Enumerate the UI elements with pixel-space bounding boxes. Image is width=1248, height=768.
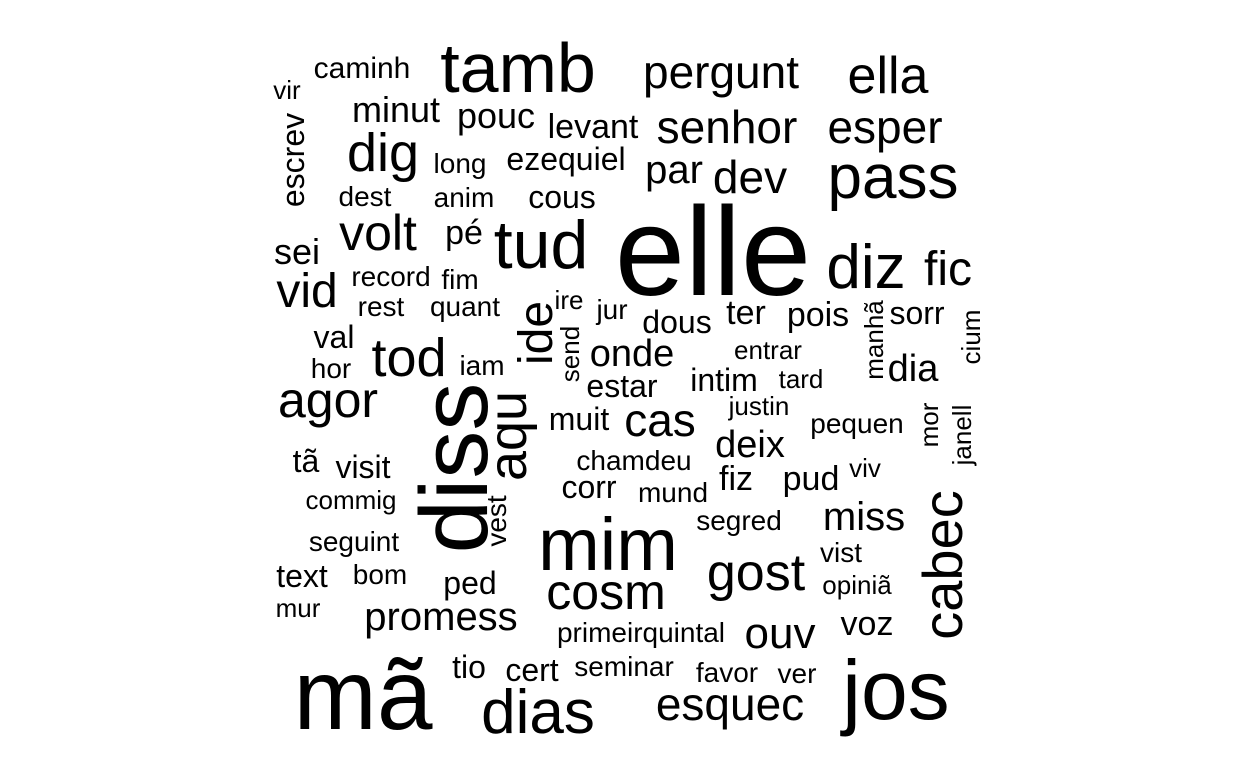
word-cloud-word: primeirquintal [556, 617, 726, 648]
word-cloud-word: mur [275, 593, 321, 623]
word-cloud-word: senhor [656, 101, 798, 153]
word-cloud-word: long [433, 148, 487, 179]
word-cloud-word: sei [273, 231, 321, 272]
word-cloud-word: intim [690, 362, 758, 398]
word-cloud-word: ter [726, 294, 766, 332]
word-cloud-word: cert [505, 652, 559, 688]
word-cloud-word: caminh [313, 52, 411, 85]
word-cloud-word: tamb [440, 29, 596, 107]
word-cloud-word: cium [956, 309, 986, 365]
word-cloud-word: dous [642, 304, 712, 340]
word-cloud-word: pouc [456, 95, 536, 136]
word-cloud-word: ver [777, 658, 817, 689]
word-cloud-word: commig [305, 485, 397, 515]
word-cloud-word: ezequiel [506, 141, 626, 177]
word-cloud-word: miss [822, 495, 906, 539]
word-cloud-word: pass [827, 143, 959, 212]
word-cloud-word: diz [826, 233, 906, 302]
word-cloud-word: seguint [308, 526, 400, 557]
word-cloud-word: levant [547, 108, 639, 146]
word-cloud-word: cous [528, 179, 596, 215]
word-cloud-word: hor [310, 353, 352, 384]
word-cloud-word: ped [443, 565, 497, 601]
word-cloud-word: tard [778, 364, 824, 394]
word-cloud-word: par [645, 148, 703, 192]
word-cloud-word: corr [561, 469, 617, 505]
word-cloud-word: mã [293, 639, 433, 751]
word-cloud-word: opiniã [822, 570, 892, 600]
word-cloud-word: jur [596, 294, 628, 325]
word-cloud-word: favor [695, 657, 759, 688]
word-cloud-word: minut [351, 89, 441, 130]
word-cloud-word: ire [554, 285, 584, 315]
word-cloud-word: estar [586, 368, 658, 404]
word-cloud-word: fim [441, 264, 479, 295]
word-cloud-word: mund [637, 477, 709, 508]
word-cloud-word: cas [624, 394, 696, 446]
word-cloud-word: visit [335, 449, 391, 485]
word-cloud-word: deix [715, 424, 785, 466]
word-cloud-word: cabec [911, 490, 974, 640]
word-cloud-word: manhã [859, 300, 889, 380]
word-cloud-word: vist [820, 537, 862, 568]
word-cloud-word: agor [277, 372, 379, 428]
word-cloud-word: fic [924, 243, 972, 296]
word-cloud-word: send [555, 325, 585, 383]
word-cloud-word: tio [452, 649, 486, 685]
word-cloud-word: tod [371, 328, 447, 388]
word-cloud-word: segred [696, 505, 782, 536]
word-cloud-word: tud [493, 207, 589, 283]
word-cloud-word: pé [445, 214, 483, 252]
word-cloud-word: justin [728, 391, 790, 421]
word-cloud-word: pequen [810, 408, 904, 439]
word-cloud-word: esper [827, 101, 943, 153]
word-cloud-word: pergunt [642, 46, 800, 98]
word-cloud-word: pois [786, 296, 850, 334]
word-cloud-word: seminar [574, 651, 674, 682]
word-cloud-word: ella [847, 47, 929, 105]
word-cloud-word: fiz [719, 460, 753, 498]
word-cloud-word: anim [433, 182, 495, 213]
word-cloud-word: voz [840, 605, 894, 643]
word-cloud-word: promess [364, 595, 518, 639]
word-cloud-word: dia [887, 348, 939, 390]
word-cloud-word: dest [338, 181, 392, 212]
word-cloud-word: vest [481, 495, 512, 547]
word-cloud-word: dev [712, 151, 788, 203]
word-cloud-word: muit [548, 401, 610, 437]
word-cloud-word: volt [339, 205, 417, 261]
word-cloud-word: vid [276, 265, 338, 318]
word-cloud-word: viv [849, 453, 881, 483]
word-cloud-word: ouv [744, 609, 816, 658]
word-cloud-word: gost [706, 544, 806, 602]
word-cloud-word: iam [459, 350, 505, 381]
word-cloud-word: entrar [734, 335, 802, 365]
word-cloud-word: mor [914, 402, 944, 448]
word-cloud-word: bom [352, 559, 408, 590]
word-cloud-word: sorr [889, 295, 945, 331]
word-cloud-word: janell [947, 404, 977, 466]
word-cloud-word: onde [589, 333, 675, 375]
word-cloud-word: mim [538, 503, 678, 586]
word-cloud-word: aqu [478, 390, 538, 482]
word-cloud-word: vir [273, 75, 301, 105]
word-cloud-word: text [276, 558, 328, 594]
word-cloud-word: esquec [655, 678, 805, 730]
word-cloud-word: jos [842, 643, 950, 737]
word-cloud-word: quant [429, 291, 501, 322]
word-cloud-word: rest [357, 291, 405, 322]
word-cloud-word: chamdeu [576, 445, 692, 476]
word-cloud-word: dig [346, 123, 420, 183]
word-cloud-word: elle [614, 181, 812, 322]
word-cloud-word: escrev [275, 112, 311, 208]
word-cloud-word: cosm [546, 564, 666, 620]
word-cloud-word: record [351, 261, 431, 292]
word-cloud-word: tã [292, 443, 320, 479]
word-cloud-word: pud [782, 460, 840, 498]
word-cloud-word: val [313, 319, 355, 355]
word-cloud-word: dias [481, 678, 595, 747]
